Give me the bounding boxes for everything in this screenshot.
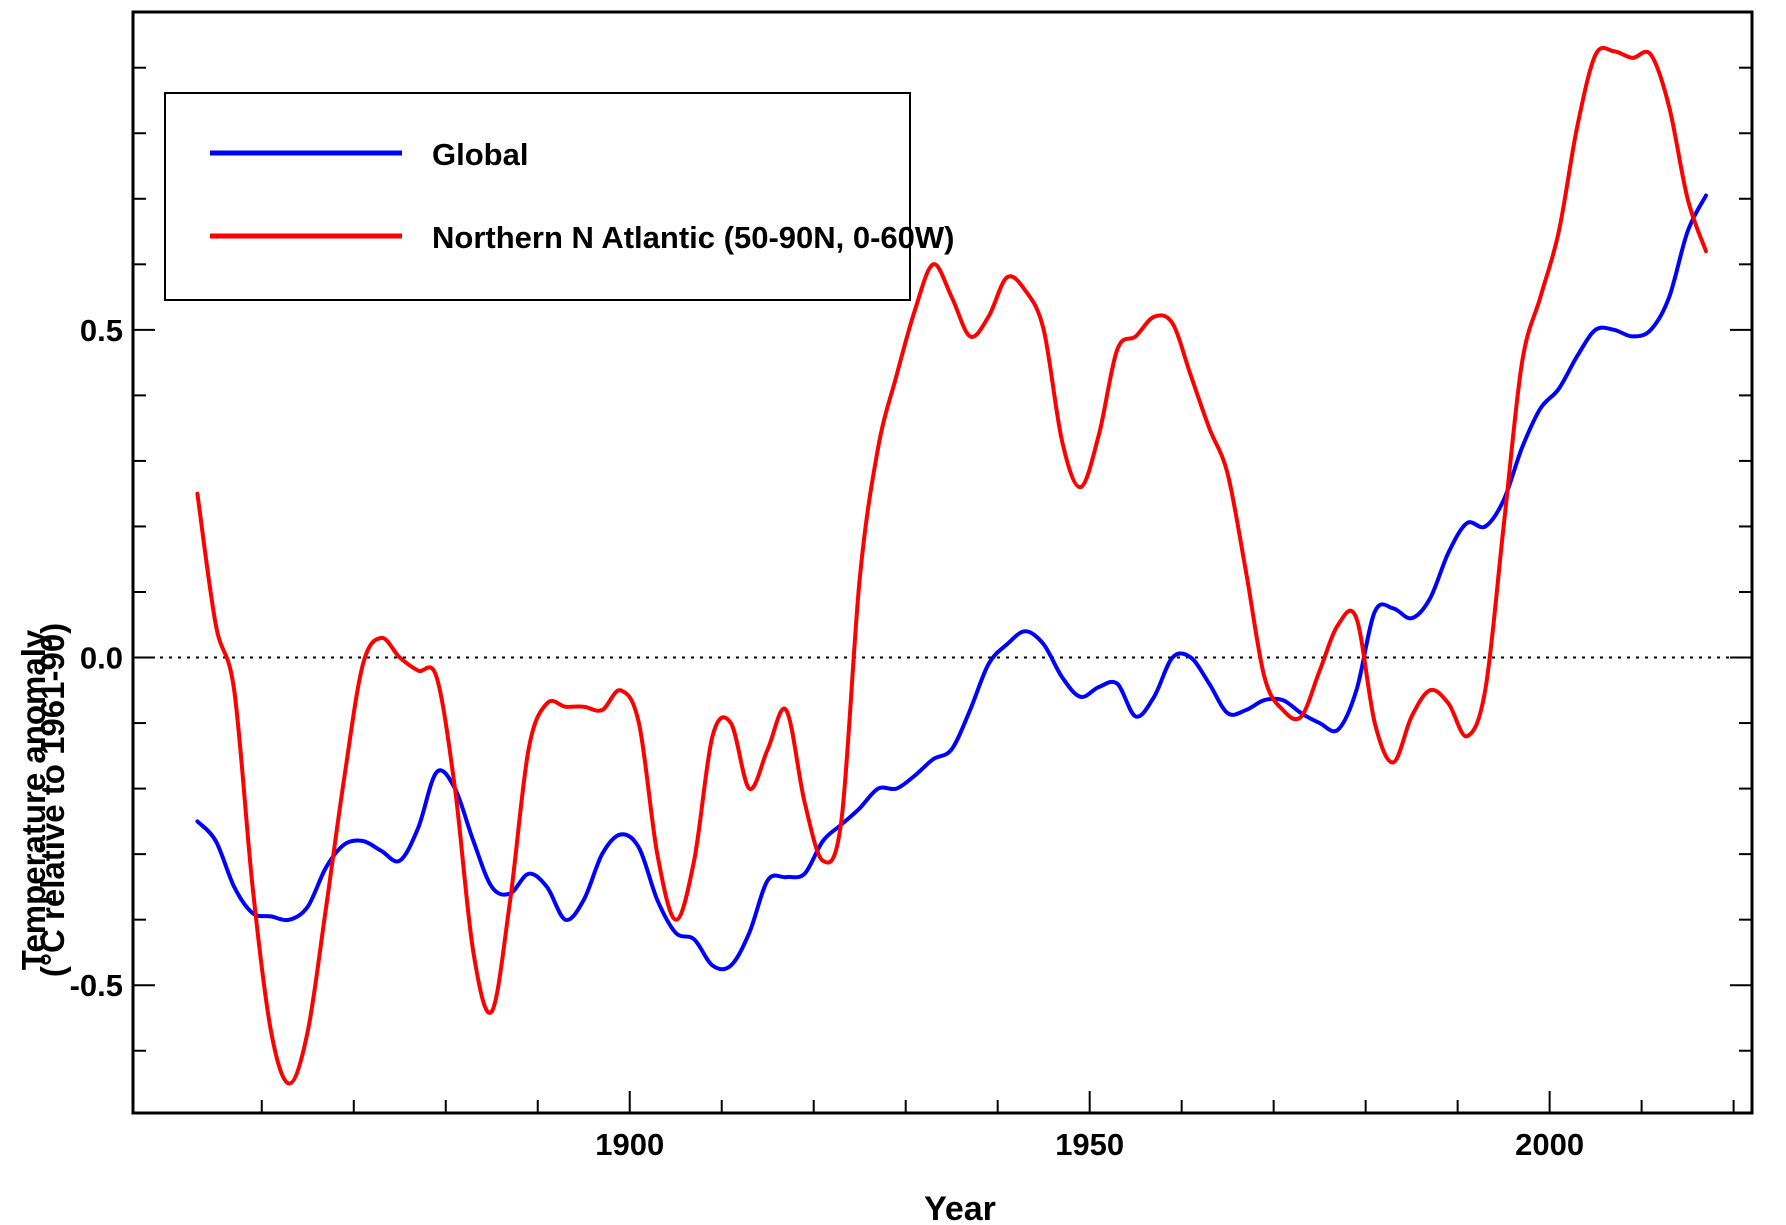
x-axis-title: Year — [924, 1190, 996, 1225]
x-tick-label: 2000 — [1515, 1127, 1584, 1162]
y-axis-title-line2: (°C relative to 1961-90) — [34, 623, 71, 977]
plot-frame — [131, 10, 1754, 1115]
y-tick-label: -0.5 — [70, 968, 123, 1003]
y-axis-title: Temperature anomaly (°C relative to 1961… — [15, 623, 71, 977]
x-tick-label: 1950 — [1055, 1127, 1124, 1162]
tick-marks — [133, 66, 1752, 1113]
y-tick-label: 0.5 — [80, 313, 123, 348]
series-line-northern-n-atlantic — [195, 45, 1708, 1086]
x-tick-label: 1900 — [595, 1127, 664, 1162]
tick-labels: 1900 1950 2000 -0.5 0.0 0.5 — [70, 313, 1585, 1162]
legend-label-atlantic: Northern N Atlantic (50-90N, 0-60W) — [432, 220, 955, 255]
legend-label-global: Global — [432, 137, 528, 172]
series-line-global — [195, 193, 1708, 972]
legend-box — [164, 92, 911, 301]
y-axis-title-line1: Temperature anomaly — [15, 629, 52, 970]
legend: Global Northern N Atlantic (50-90N, 0-60… — [164, 92, 955, 301]
y-tick-label: 0.0 — [80, 641, 123, 676]
series-lines — [195, 45, 1708, 1086]
